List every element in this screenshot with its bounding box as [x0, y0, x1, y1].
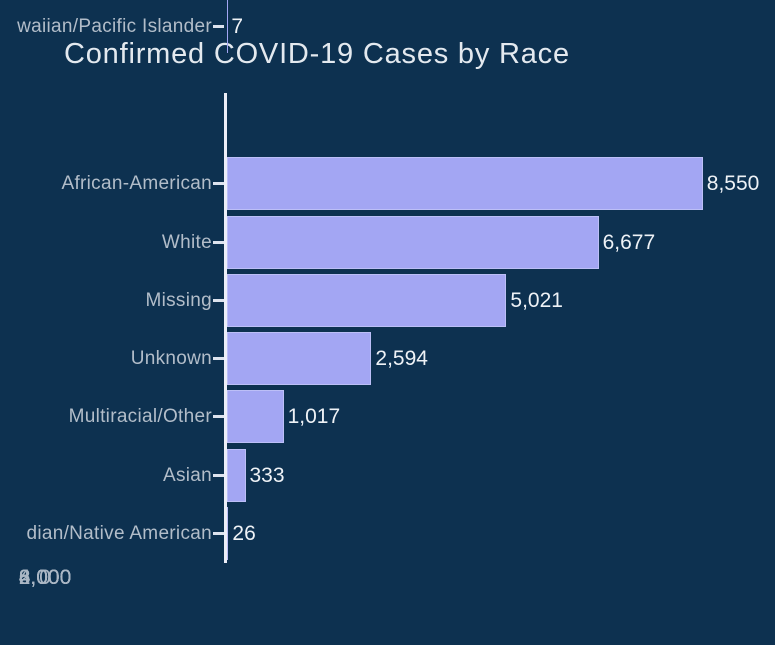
- category-tick-icon: [213, 182, 224, 185]
- category-label: White: [161, 232, 212, 253]
- category-tick-icon: [213, 415, 224, 418]
- category-tick-icon: [213, 299, 224, 302]
- bar: [227, 157, 703, 210]
- x-axis-tick-label: 0: [39, 566, 51, 589]
- category-tick-icon: [213, 532, 224, 535]
- x-axis-tick-label: 2,000: [18, 566, 72, 589]
- category-tick-icon: [213, 474, 224, 477]
- x-axis-tick-label: 6,000: [18, 566, 72, 589]
- bar: [227, 216, 599, 269]
- x-axis-tick-label: 8,000: [18, 566, 72, 589]
- value-label: 26: [232, 522, 256, 545]
- category-label: Unknown: [130, 348, 212, 369]
- bar: [227, 449, 246, 502]
- category-label: Missing: [145, 290, 212, 311]
- x-axis-tick-label: 4,000: [18, 566, 72, 589]
- bar-row-hawaiian-pacific-islander: waiian/Pacific Islander 7: [0, 0, 775, 53]
- chart-title: Confirmed COVID-19 Cases by Race: [64, 38, 570, 70]
- category-label: waiian/Pacific Islander: [17, 16, 212, 37]
- bar-row-missing: Missing 5,021: [0, 274, 775, 327]
- category-tick-icon: [213, 25, 224, 28]
- category-label: Multiracial/Other: [68, 406, 212, 427]
- bar-row-asian: Asian 333: [0, 449, 775, 502]
- bar-row-multiracial-other: Multiracial/Other 1,017: [0, 390, 775, 443]
- bar-row-indian-native-american: dian/Native American 26: [0, 507, 775, 560]
- category-tick-icon: [213, 241, 224, 244]
- value-label: 5,021: [510, 289, 563, 312]
- value-label: 333: [249, 464, 285, 487]
- bar: [227, 274, 507, 327]
- category-label: Asian: [162, 465, 212, 486]
- value-label: 1,017: [287, 405, 341, 428]
- bar: [227, 390, 284, 443]
- y-axis-line: [224, 93, 227, 563]
- value-label: 7: [231, 15, 244, 38]
- category-label: African-American: [61, 173, 212, 194]
- value-label: 8,550: [706, 172, 760, 195]
- bar: [227, 507, 229, 560]
- category-label: dian/Native American: [26, 523, 212, 544]
- bar-row-african-american: African-American 8,550: [0, 157, 775, 210]
- bar: [227, 332, 372, 385]
- bar-row-unknown: Unknown 2,594: [0, 332, 775, 385]
- value-label: 6,677: [602, 231, 656, 254]
- bar-row-white: White 6,677: [0, 216, 775, 269]
- value-label: 2,594: [375, 347, 428, 370]
- category-tick-icon: [213, 357, 224, 360]
